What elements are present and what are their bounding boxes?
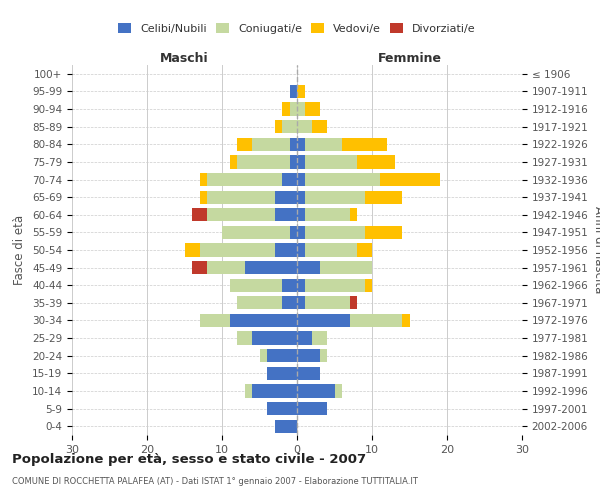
Bar	[297, 366, 320, 380]
Bar	[252, 332, 297, 344]
Bar	[275, 120, 282, 134]
Y-axis label: Fasce di età: Fasce di età	[13, 215, 26, 285]
Bar	[222, 226, 290, 239]
Bar	[297, 244, 305, 256]
Bar	[335, 384, 342, 398]
Bar	[199, 173, 207, 186]
Bar	[290, 138, 297, 151]
Bar	[357, 156, 395, 168]
Bar	[275, 190, 297, 204]
Bar	[365, 278, 372, 292]
Bar	[199, 244, 275, 256]
Bar	[207, 173, 282, 186]
Bar	[199, 314, 229, 327]
Bar	[297, 102, 305, 116]
Bar	[320, 349, 327, 362]
Bar	[252, 384, 297, 398]
Bar	[290, 226, 297, 239]
Bar	[349, 296, 357, 310]
Bar	[297, 384, 335, 398]
Bar	[297, 349, 320, 362]
Bar	[365, 226, 402, 239]
Bar	[275, 244, 297, 256]
Bar	[305, 296, 349, 310]
Bar	[290, 102, 297, 116]
Bar	[267, 402, 297, 415]
Legend: Celibi/Nubili, Coniugati/e, Vedovi/e, Divorziati/e: Celibi/Nubili, Coniugati/e, Vedovi/e, Di…	[114, 19, 480, 38]
Bar	[365, 190, 402, 204]
Bar	[245, 261, 297, 274]
Bar	[305, 102, 320, 116]
Bar	[297, 402, 327, 415]
Bar	[282, 296, 297, 310]
Bar	[199, 190, 207, 204]
Bar	[305, 190, 365, 204]
Bar	[349, 208, 357, 222]
Text: Popolazione per età, sesso e stato civile - 2007: Popolazione per età, sesso e stato civil…	[12, 452, 366, 466]
Bar	[282, 278, 297, 292]
Bar	[229, 156, 237, 168]
Y-axis label: Anni di nascita: Anni di nascita	[592, 206, 600, 294]
Bar	[185, 244, 199, 256]
Bar	[305, 138, 342, 151]
Bar	[192, 261, 207, 274]
Bar	[297, 278, 305, 292]
Bar	[237, 296, 282, 310]
Bar	[237, 138, 252, 151]
Bar	[245, 384, 252, 398]
Bar	[252, 138, 290, 151]
Bar	[297, 138, 305, 151]
Bar	[297, 190, 305, 204]
Bar	[207, 190, 275, 204]
Bar	[207, 208, 275, 222]
Bar	[237, 332, 252, 344]
Bar	[297, 261, 320, 274]
Bar	[297, 156, 305, 168]
Bar	[297, 85, 305, 98]
Bar	[297, 332, 312, 344]
Text: COMUNE DI ROCCHETTA PALAFEA (AT) - Dati ISTAT 1° gennaio 2007 - Elaborazione TUT: COMUNE DI ROCCHETTA PALAFEA (AT) - Dati …	[12, 476, 418, 486]
Bar	[305, 244, 357, 256]
Bar	[297, 314, 349, 327]
Bar	[402, 314, 409, 327]
Bar	[312, 332, 327, 344]
Bar	[229, 278, 282, 292]
Bar	[305, 156, 357, 168]
Bar	[297, 226, 305, 239]
Bar	[349, 314, 402, 327]
Bar	[297, 208, 305, 222]
Bar	[290, 85, 297, 98]
Bar	[320, 261, 372, 274]
Bar	[290, 156, 297, 168]
Bar	[305, 226, 365, 239]
Bar	[275, 420, 297, 433]
Bar	[282, 173, 297, 186]
Bar	[380, 173, 439, 186]
Bar	[282, 120, 297, 134]
Bar	[192, 208, 207, 222]
Text: Maschi: Maschi	[160, 52, 209, 65]
Text: Femmine: Femmine	[377, 52, 442, 65]
Bar	[282, 102, 290, 116]
Bar	[260, 349, 267, 362]
Bar	[312, 120, 327, 134]
Bar	[207, 261, 245, 274]
Bar	[237, 156, 290, 168]
Bar	[305, 208, 349, 222]
Bar	[275, 208, 297, 222]
Bar	[297, 173, 305, 186]
Bar	[267, 349, 297, 362]
Bar	[342, 138, 387, 151]
Bar	[305, 278, 365, 292]
Bar	[297, 296, 305, 310]
Bar	[229, 314, 297, 327]
Bar	[357, 244, 372, 256]
Bar	[305, 173, 380, 186]
Bar	[267, 366, 297, 380]
Bar	[297, 120, 312, 134]
